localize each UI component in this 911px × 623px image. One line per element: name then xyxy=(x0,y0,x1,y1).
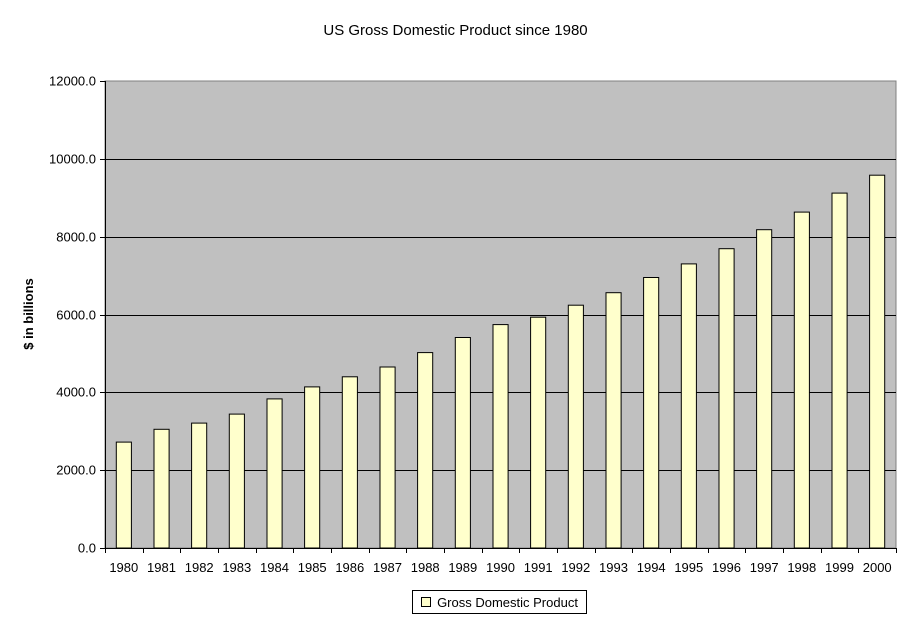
bar-2000 xyxy=(869,174,886,549)
y-tick-label: 10000.0 xyxy=(49,152,96,167)
x-tick-label: 1981 xyxy=(147,560,176,575)
x-tick-label: 1987 xyxy=(373,560,402,575)
bar-1994 xyxy=(643,277,660,549)
bar-1998 xyxy=(793,211,810,549)
bar-1995 xyxy=(680,263,697,549)
x-tick-label: 1999 xyxy=(825,560,854,575)
bar-1987 xyxy=(379,366,396,549)
bar-1984 xyxy=(266,398,283,549)
x-tick-label: 1983 xyxy=(222,560,251,575)
x-tick-label: 1994 xyxy=(637,560,666,575)
legend-swatch xyxy=(421,597,432,607)
bar-1981 xyxy=(153,428,170,549)
x-tick-label: 1991 xyxy=(524,560,553,575)
x-tick-label: 1992 xyxy=(561,560,590,575)
y-tick-label: 12000.0 xyxy=(49,74,96,89)
bar-1991 xyxy=(530,316,547,549)
chart-title: US Gross Domestic Product since 1980 xyxy=(323,22,588,39)
legend: Gross Domestic Product xyxy=(412,590,587,614)
x-tick-label: 1989 xyxy=(448,560,477,575)
x-tick-label: 1990 xyxy=(486,560,515,575)
bar-1982 xyxy=(191,422,208,549)
y-tick-label: 0.0 xyxy=(78,541,96,556)
bar-1985 xyxy=(304,386,321,549)
x-tick-label: 1996 xyxy=(712,560,741,575)
x-tick-label: 1988 xyxy=(411,560,440,575)
y-tick-label: 2000.0 xyxy=(56,463,96,478)
axes xyxy=(105,81,896,549)
y-tick-labels: 0.0 2000.0 4000.0 6000.0 8000.0 10000.0 12000.… xyxy=(49,74,96,556)
y-tick-label: 6000.0 xyxy=(56,308,96,323)
x-tick-label: 1997 xyxy=(750,560,779,575)
bar-1980 xyxy=(115,441,132,549)
bar-1992 xyxy=(567,304,584,549)
bar-1989 xyxy=(454,337,471,549)
bar-1996 xyxy=(718,248,735,549)
bar-1990 xyxy=(492,324,509,549)
bar-1988 xyxy=(417,352,434,549)
x-tick-label: 1984 xyxy=(260,560,289,575)
y-tick-label: 8000.0 xyxy=(56,230,96,245)
y-tick-label: 4000.0 xyxy=(56,385,96,400)
x-tick-label: 1985 xyxy=(298,560,327,575)
legend-label: Gross Domestic Product xyxy=(437,594,578,610)
bar-1986 xyxy=(341,376,358,549)
bar-1997 xyxy=(756,229,773,549)
x-tick-label: 2000 xyxy=(863,560,892,575)
x-tick-label: 1980 xyxy=(109,560,138,575)
y-axis-label: $ in billions xyxy=(21,278,36,350)
x-tick-labels: 1980 1981 1982 1983 1984 1985 1986 1987 1988 1989… xyxy=(109,560,891,575)
x-tick-label: 1982 xyxy=(185,560,214,575)
x-tick-label: 1995 xyxy=(674,560,703,575)
bar-1999 xyxy=(831,192,848,549)
bars xyxy=(115,174,886,549)
bar-1993 xyxy=(605,292,622,549)
x-tick-label: 1998 xyxy=(787,560,816,575)
bar-1983 xyxy=(228,413,245,549)
x-tick-label: 1993 xyxy=(599,560,628,575)
x-tick-label: 1986 xyxy=(335,560,364,575)
